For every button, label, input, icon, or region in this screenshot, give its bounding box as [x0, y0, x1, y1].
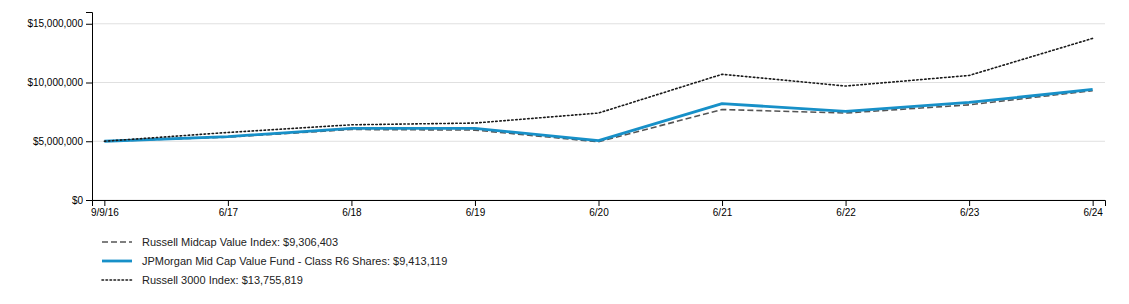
x-axis-line [93, 201, 1106, 207]
legend-label: Russell Midcap Value Index: $9,306,403 [142, 236, 338, 248]
plot: $0 $5,000,000 $10,000,000 $15,000,000 9/9/16… [27, 13, 1105, 219]
x-axis: 9/9/16 6/17 6/18 6/19 6/20 6/21 6/22 6/23 6/24 [91, 200, 1106, 218]
x-tick-mark [475, 200, 476, 206]
x-tick-label: 9/9/16 [91, 207, 119, 218]
y-tick: $10,000,000 [27, 77, 92, 88]
y-tick-label: $0 [72, 195, 84, 206]
x-tick: 9/9/16 [91, 200, 119, 218]
legend-item: Russell Midcap Value Index: $9,306,403 [102, 236, 338, 248]
x-tick-mark [722, 200, 723, 206]
x-tick: 6/17 [219, 200, 239, 218]
x-tick-mark [599, 200, 600, 206]
y-tick-label: $10,000,000 [27, 77, 83, 88]
x-tick-label: 6/24 [1083, 207, 1103, 218]
x-tick-mark [351, 200, 352, 206]
grid-line [92, 82, 1105, 83]
y-axis: $0 $5,000,000 $10,000,000 $15,000,000 [27, 13, 92, 206]
x-tick: 6/18 [342, 200, 362, 218]
y-tick-label: $5,000,000 [33, 136, 83, 147]
x-tick-label: 6/21 [713, 207, 733, 218]
y-axis-line [86, 13, 93, 201]
x-tick-label: 6/20 [589, 207, 609, 218]
x-tick-mark [1093, 200, 1094, 206]
x-tick: 6/19 [466, 200, 486, 218]
y-tick: $5,000,000 [33, 136, 92, 147]
y-tick: $0 [72, 195, 92, 206]
grid [92, 24, 1105, 200]
x-tick: 6/21 [713, 200, 733, 218]
x-tick-mark [846, 200, 847, 206]
legend-swatch [102, 260, 132, 263]
x-tick-mark [969, 200, 970, 206]
legend-label: JPMorgan Mid Cap Value Fund - Class R6 S… [142, 255, 447, 267]
x-tick-mark [104, 200, 105, 206]
legend-swatch [102, 279, 132, 281]
series-line [104, 89, 1092, 141]
series-line [104, 38, 1092, 141]
x-tick: 6/20 [589, 200, 609, 218]
x-tick-label: 6/19 [466, 207, 486, 218]
x-tick-label: 6/18 [342, 207, 362, 218]
x-tick-label: 6/22 [836, 207, 856, 218]
legend-label: Russell 3000 Index: $13,755,819 [142, 274, 303, 286]
legend: Russell Midcap Value Index: $9,306,403 JP… [102, 236, 447, 286]
y-tick-label: $15,000,000 [27, 18, 83, 29]
y-tick-mark [86, 24, 92, 25]
x-tick-label: 6/17 [219, 207, 239, 218]
chart: $0 $5,000,000 $10,000,000 $15,000,000 9/9/16… [0, 0, 1129, 304]
legend-item: JPMorgan Mid Cap Value Fund - Class R6 S… [102, 255, 447, 267]
x-tick-mark [228, 200, 229, 206]
grid-line [92, 23, 1105, 24]
legend-item: Russell 3000 Index: $13,755,819 [102, 274, 303, 286]
x-tick-label: 6/23 [960, 207, 980, 218]
y-tick: $15,000,000 [27, 18, 92, 29]
x-tick: 6/23 [960, 200, 980, 218]
x-tick: 6/24 [1083, 200, 1103, 218]
y-tick-mark [86, 200, 92, 201]
y-tick-mark [86, 83, 92, 84]
legend-swatch [102, 241, 132, 243]
y-tick-mark [86, 141, 92, 142]
lines [104, 38, 1092, 141]
x-tick: 6/22 [836, 200, 856, 218]
